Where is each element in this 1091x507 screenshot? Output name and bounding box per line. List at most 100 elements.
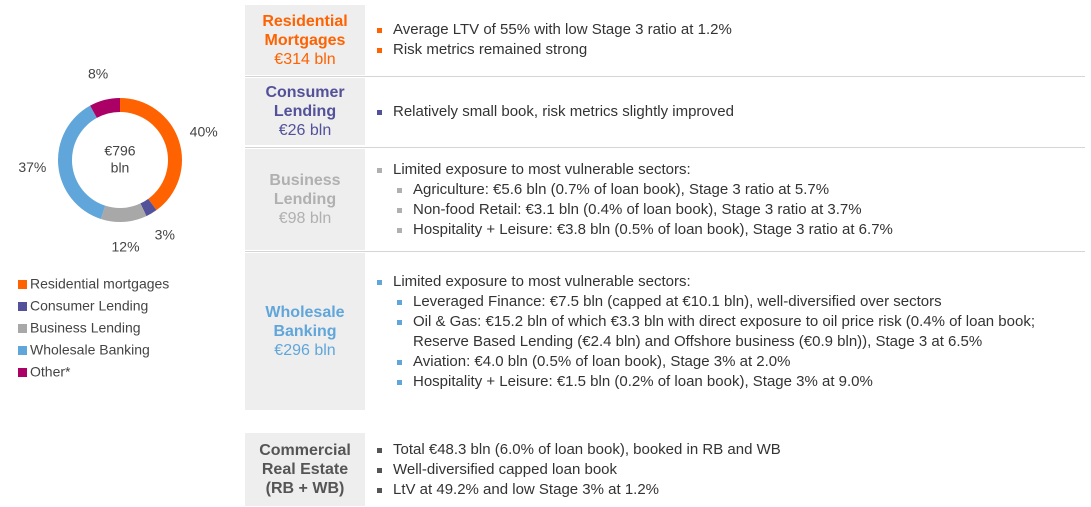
bullet-marker xyxy=(397,379,402,385)
bullet-text: Average LTV of 55% with low Stage 3 rati… xyxy=(393,21,732,38)
value-label: 8% xyxy=(88,65,108,81)
bullet-text: Limited exposure to most vulnerable sect… xyxy=(393,272,691,290)
center-label: bln xyxy=(111,160,130,176)
bullet: Well-diversified capped loan book xyxy=(377,460,1085,480)
bullet-text: Well-diversified capped loan book xyxy=(393,460,618,478)
segment-bullets: Average LTV of 55% with low Stage 3 rati… xyxy=(365,5,1085,75)
segment-name: Wholesale xyxy=(265,304,345,321)
bullet-marker xyxy=(377,48,382,53)
bullet-marker xyxy=(377,447,382,453)
segment-bullets: Total €48.3 bln (6.0% of loan book), boo… xyxy=(365,433,1085,506)
segment-label: Residential Mortgages €314 bln xyxy=(245,5,365,75)
bullet-text: LtV at 49.2% and low Stage 3% at 1.2% xyxy=(393,480,660,498)
sub-bullet: Non-food Retail: €3.1 bln (0.4% of loan … xyxy=(377,200,1085,220)
bullet-marker xyxy=(397,207,402,213)
segment-amount: €314 bln xyxy=(274,50,336,68)
donut-slice xyxy=(120,98,182,211)
sub-bullet: Agriculture: €5.6 bln (0.7% of loan book… xyxy=(377,180,1085,200)
segment-bullets: Relatively small book, risk metrics slig… xyxy=(365,78,1085,145)
sub-bullet: Leveraged Finance: €7.5 bln (capped at €… xyxy=(377,292,1085,312)
sub-bullet-text: Aviation: €4.0 bln (0.5% of loan book), … xyxy=(413,352,791,370)
legend-label: Consumer Lending xyxy=(30,298,148,314)
segment-name: Mortgages xyxy=(264,31,346,49)
sub-bullet-text: Non-food Retail: €3.1 bln (0.4% of loan … xyxy=(413,200,862,218)
segment-amount: €98 bln xyxy=(278,210,332,227)
donut-slice xyxy=(57,105,106,219)
segment-label: Commercial Real Estate (RB + WB) xyxy=(245,433,365,506)
bullet: Limited exposure to most vulnerable sect… xyxy=(377,272,1085,292)
bullet-marker xyxy=(397,359,402,365)
sub-bullet-text: Hospitality + Leisure: €3.8 bln (0.5% of… xyxy=(413,220,893,238)
sub-bullet-text: Oil & Gas: €15.2 bln of which €3.3 bln w… xyxy=(413,312,1035,350)
segment-name: Lending xyxy=(273,191,337,208)
center-label: €796 xyxy=(104,143,135,159)
sub-bullet-text: Hospitality + Leisure: €1.5 bln (0.2% of… xyxy=(413,372,873,390)
sub-bullet-text: Agriculture: €5.6 bln (0.7% of loan book… xyxy=(413,180,830,198)
value-label: 3% xyxy=(155,226,175,242)
segment-name: Banking xyxy=(273,323,337,340)
donut-slice xyxy=(90,98,120,118)
donut-chart: 40% Residential mortgages 3% Consumer Lendi… xyxy=(18,65,218,380)
bullet-marker xyxy=(397,299,402,305)
separator xyxy=(245,251,1085,252)
value-label: 40% xyxy=(190,124,218,140)
bullet-marker xyxy=(377,167,382,173)
segment-bullets: Limited exposure to most vulnerable sect… xyxy=(365,253,1085,410)
bullet: Relatively small book, risk metrics slig… xyxy=(377,102,1085,122)
bullet-text: Total €48.3 bln (6.0% of loan book), boo… xyxy=(393,440,781,458)
sub-bullet-text: Leveraged Finance: €7.5 bln (capped at €… xyxy=(413,292,942,310)
legend-swatch xyxy=(18,324,27,333)
bullet: Limited exposure to most vulnerable sect… xyxy=(377,160,1085,180)
segment-row: Business Lending €98 bln Limited exposure t… xyxy=(245,149,1085,250)
value-label: 37% xyxy=(18,159,46,175)
legend-label: Other* xyxy=(30,364,71,380)
segment-row: Commercial Real Estate (RB + WB) Total €48.… xyxy=(245,433,1085,506)
donut-slice xyxy=(100,203,147,222)
bullet-text: Relatively small book, risk metrics slig… xyxy=(393,102,734,120)
legend-swatch xyxy=(18,302,27,311)
segment-label: Wholesale Banking €296 bln xyxy=(245,253,365,410)
segment-name: Business xyxy=(269,172,341,189)
segment-amount: €26 bln xyxy=(278,122,332,139)
segment-row: Consumer Lending €26 bln Relatively small b… xyxy=(245,78,1085,145)
donut-slice xyxy=(140,198,157,217)
bullet: Risk metrics remained strong xyxy=(377,40,1085,60)
segment-name: Commercial xyxy=(259,442,351,459)
bullet: LtV at 49.2% and low Stage 3% at 1.2% xyxy=(377,480,1085,500)
bullet-marker xyxy=(397,187,402,193)
sub-bullet: Aviation: €4.0 bln (0.5% of loan book), … xyxy=(377,352,1085,372)
sub-bullet: Hospitality + Leisure: €3.8 bln (0.5% of… xyxy=(377,220,1085,240)
segment-name: Lending xyxy=(273,103,337,120)
segment-name: Consumer xyxy=(265,84,345,101)
separator xyxy=(245,76,1085,77)
bullet-marker xyxy=(377,467,382,473)
legend-swatch xyxy=(18,280,27,289)
value-label: 12% xyxy=(112,239,140,255)
bullet-marker xyxy=(377,487,382,493)
separator xyxy=(245,147,1085,148)
sub-bullet: Oil & Gas: €15.2 bln of which €3.3 bln w… xyxy=(377,312,1085,352)
segment-label: Consumer Lending €26 bln xyxy=(245,78,365,145)
segment-amount: €296 bln xyxy=(274,342,336,359)
bullet-marker xyxy=(397,319,402,325)
bullet: Average LTV of 55% with low Stage 3 rati… xyxy=(377,20,1085,40)
bullet-text: Risk metrics remained strong xyxy=(393,41,588,58)
bullet-marker xyxy=(377,28,382,33)
segment-name: Real Estate xyxy=(261,461,349,478)
segment-label: Business Lending €98 bln xyxy=(245,149,365,250)
bullet: Total €48.3 bln (6.0% of loan book), boo… xyxy=(377,440,1085,460)
legend-swatch xyxy=(18,346,27,355)
bullet-marker xyxy=(377,109,382,115)
legend-label: Residential mortgages xyxy=(30,276,169,292)
segment-name: Residential xyxy=(262,12,348,30)
segment-bullets: Limited exposure to most vulnerable sect… xyxy=(365,149,1085,250)
bullet-marker xyxy=(377,279,382,285)
segment-name: (RB + WB) xyxy=(265,480,345,497)
bullet-marker xyxy=(397,227,402,233)
legend-label: Business Lending xyxy=(30,320,141,336)
legend-label: Wholesale Banking xyxy=(30,342,150,358)
sub-bullet: Hospitality + Leisure: €1.5 bln (0.2% of… xyxy=(377,372,1085,392)
legend-swatch xyxy=(18,368,27,377)
bullet-text: Limited exposure to most vulnerable sect… xyxy=(393,160,691,178)
segment-row: Wholesale Banking €296 bln Limited exposure… xyxy=(245,253,1085,410)
